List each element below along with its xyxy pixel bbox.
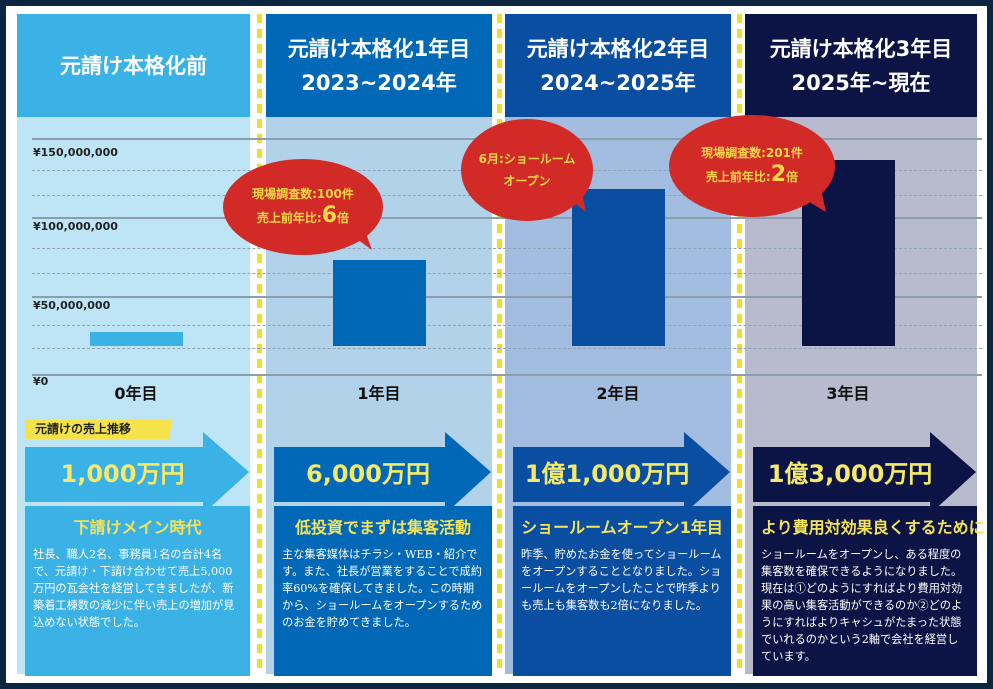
column-header: 元請け本格化1年目 2023~2024年 [266, 14, 492, 117]
bubble-text: 売上前年比: [256, 211, 322, 225]
bubble-2-tail [566, 176, 586, 212]
stage-description-title: 低投資でまずは集客活動 [294, 518, 471, 537]
arrow-shape [274, 432, 491, 514]
bubble-big-number: 2 [770, 162, 787, 187]
x-tick-label: 1年目 [357, 384, 401, 403]
stage-description-text: ショールームをオープンし、ある程度の集客数を確保できるようになりました。現在は①… [761, 548, 963, 663]
gridline [32, 374, 982, 376]
sales-arrow: 1,000万円 [25, 424, 250, 514]
arrow-shape [753, 432, 976, 514]
arrow-shape [513, 432, 730, 514]
column-header: 元請け本格化2年目 2024~2025年 [505, 14, 731, 117]
bubble-line: 現場調査数:100件 [252, 187, 354, 201]
bar-2年目 [572, 188, 665, 346]
stage-period: 2024~2025年 [540, 70, 696, 95]
stage-period: 2025年~現在 [791, 70, 931, 95]
bubble-big-number: 6 [321, 203, 338, 228]
y-tick-label: ¥150,000,000 [33, 146, 118, 159]
gridline [32, 325, 982, 326]
separator [257, 14, 262, 674]
x-tick-label: 3年目 [826, 384, 870, 403]
bar-1年目 [333, 260, 426, 346]
sales-amount: 6,000万円 [306, 460, 430, 488]
bar-0年目 [90, 331, 183, 346]
sales-trend-tag: 元請けの売上推移 [25, 420, 195, 439]
bubble-2: 6月:ショールーム オープン [461, 148, 593, 192]
bubble-text: 倍 [786, 170, 799, 184]
bubble-line: 現場調査数:201件 [701, 146, 803, 160]
x-tick-label: 0年目 [114, 384, 158, 403]
bubble-text: 売上前年比: [705, 170, 771, 184]
gridline [32, 296, 982, 298]
sales-amount: 1,000万円 [60, 460, 185, 488]
y-tick-label: ¥50,000,000 [33, 299, 111, 312]
gridline [32, 348, 982, 349]
stage-column: 元請け本格化前 1,000万円 下請けメイン時代 社長、職人2名、事務員1名の合… [17, 14, 250, 676]
stage-description-text: 社長、職人2名、事務員1名の合計4名で、元請け・下請け合わせて売上5,000万円… [33, 548, 235, 629]
stage-title: 元請け本格化1年目 [287, 36, 471, 61]
stage-description-box: ショールームオープン1年目 昨季、貯めたお金を使ってショールームをオープンするこ… [513, 506, 731, 676]
separator [737, 14, 742, 674]
stage-description-box: より費用対効果良くするために ショールームをオープンし、ある程度の集客数を確保で… [753, 506, 985, 676]
sales-arrow: 1億1,000万円 [513, 424, 731, 514]
bubble-line: オープン [503, 174, 551, 188]
stage-title: 元請け本格化3年目 [769, 36, 953, 61]
bubble-1-tail [346, 211, 372, 250]
stage-column: 元請け本格化3年目 2025年~現在 1億3,000万円 より費用対効果良くする… [745, 14, 985, 676]
gridline [32, 273, 982, 274]
stage-description-box: 低投資でまずは集客活動 主な集客媒体はチラシ・WEB・紹介です。また、社長が営業… [274, 506, 492, 676]
y-tick-label: ¥0 [33, 375, 49, 388]
bubble-text: 倍 [337, 211, 350, 225]
column-header: 元請け本格化前 [17, 14, 250, 117]
sales-amount: 1億3,000万円 [767, 460, 933, 488]
stage-description-text: 主な集客媒体はチラシ・WEB・紹介です。また、社長が営業をすることで成約率60%… [282, 548, 483, 629]
stage-description-title: ショールームオープン1年目 [521, 518, 723, 537]
bubble-3: 現場調査数:201件 売上前年比:2倍 [672, 142, 832, 188]
bubble-3-tail [796, 176, 826, 212]
arrow-shape [25, 432, 249, 514]
sales-amount: 1億1,000万円 [524, 460, 690, 488]
bubble-3-shape [669, 115, 835, 217]
stage-description-title: 下請けメイン時代 [73, 518, 202, 537]
stage-description-box: 下請けメイン時代 社長、職人2名、事務員1名の合計4名で、元請け・下請け合わせて… [25, 506, 250, 676]
stage-period: 2023~2024年 [301, 70, 457, 95]
x-tick-label: 2年目 [596, 384, 640, 403]
bubble-line: 6月:ショールーム [478, 152, 576, 166]
bubble-1: 現場調査数:100件 売上前年比:6倍 [223, 183, 383, 229]
gridline [32, 248, 982, 249]
stage-description-text: 昨季、貯めたお金を使ってショールームをオープンすることとなりました。ショールーム… [521, 548, 722, 612]
stage-description-title: より費用対効果良くするために [761, 518, 985, 537]
column-header: 元請け本格化3年目 2025年~現在 [745, 14, 977, 117]
bubble-2-shape [461, 119, 593, 221]
infographic-frame: 元請け本格化前 1,000万円 下請けメイン時代 社長、職人2名、事務員1名の合… [6, 6, 987, 683]
bubble-shapes [223, 115, 835, 255]
bubble-1-shape [223, 159, 383, 255]
y-tick-label: ¥100,000,000 [33, 220, 118, 233]
separator [497, 14, 502, 674]
sales-arrow: 1億3,000万円 [753, 424, 977, 514]
sales-arrow: 6,000万円 [274, 424, 492, 514]
stage-title: 元請け本格化2年目 [526, 36, 710, 61]
stage-title: 元請け本格化前 [60, 53, 207, 78]
